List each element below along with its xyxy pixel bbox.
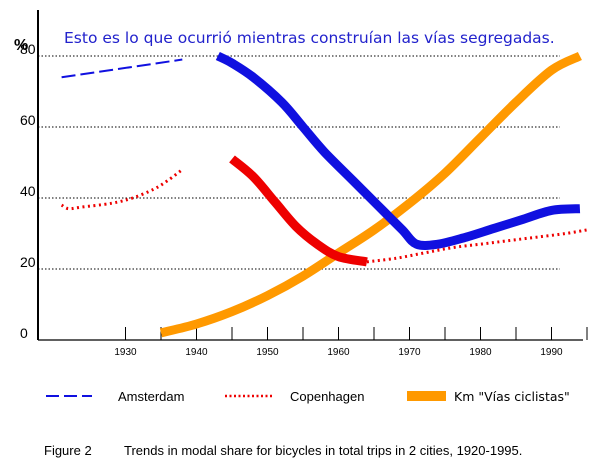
legend-label-copenhagen: Copenhagen — [290, 389, 364, 404]
legend-label-amsterdam: Amsterdam — [118, 389, 184, 404]
x-tick-label: 1990 — [540, 347, 563, 358]
y-tick-label: 0 — [20, 325, 28, 341]
series-line-copenhagen-1 — [60, 168, 184, 211]
x-tick-label: 1970 — [398, 347, 421, 358]
series-line-copenhagen-2 — [229, 155, 368, 267]
y-unit-label: % — [14, 37, 28, 54]
legend-label-km-vias-ciclistas: Km "Vías ciclistas" — [454, 389, 570, 404]
x-tick-label: 1940 — [185, 347, 208, 358]
x-tick-label: 1930 — [114, 347, 137, 358]
caption-text: Trends in modal share for bicycles in to… — [124, 443, 522, 458]
series-line-km-vias-ciclistas-1 — [159, 51, 582, 338]
legend: Amsterdam Copenhagen Km "Vías ciclistas" — [46, 389, 570, 404]
x-tick-label: 1960 — [327, 347, 350, 358]
series-layer — [60, 51, 588, 338]
grid-lines — [38, 55, 560, 270]
series-line-amsterdam-1 — [61, 58, 183, 79]
series-line-copenhagen-3 — [366, 228, 588, 264]
axes — [37, 10, 583, 341]
series-line-amsterdam-2 — [215, 51, 581, 251]
annotation-text: Esto es lo que ocurrió mientras construí… — [64, 29, 555, 47]
y-tick-label: 80 — [20, 41, 36, 57]
y-axis-ticks: 0 20 40 60 80 — [20, 41, 36, 341]
caption-label: Figure 2 — [44, 443, 92, 458]
y-tick-label: 20 — [20, 254, 36, 270]
y-tick-label: 40 — [20, 183, 36, 199]
x-axis-ticks: 1930 1940 1950 1960 1970 1980 1990 — [114, 327, 588, 358]
y-tick-label: 60 — [20, 112, 36, 128]
x-tick-label: 1950 — [256, 347, 279, 358]
x-tick-label: 1980 — [469, 347, 492, 358]
